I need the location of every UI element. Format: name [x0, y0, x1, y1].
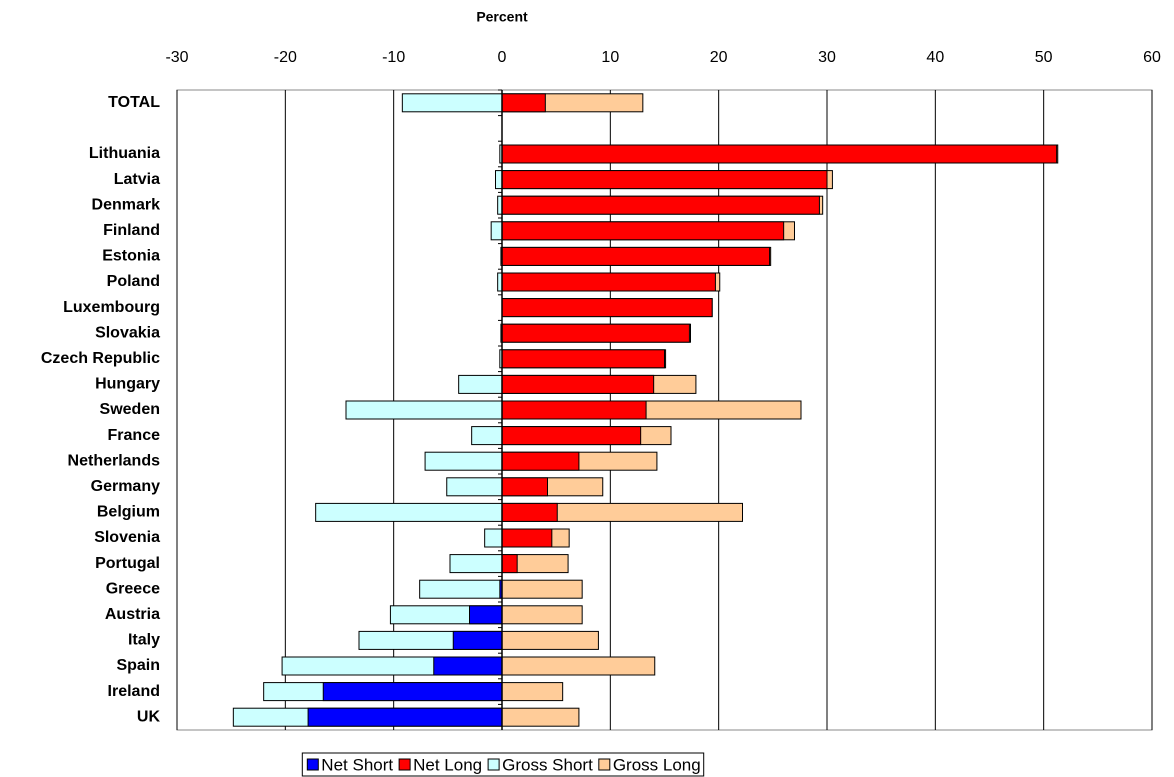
category-label: UK [137, 708, 161, 725]
category-label: Czech Republic [41, 350, 160, 367]
x-tick-label: 20 [710, 49, 728, 66]
bar [501, 426, 642, 446]
bar [345, 400, 503, 420]
x-tick-label: 10 [601, 49, 619, 66]
category-label: Lithuania [89, 145, 160, 162]
x-tick-label: 60 [1143, 49, 1161, 66]
category-label: Hungary [95, 376, 160, 393]
category-label: Germany [91, 478, 160, 495]
bar [501, 272, 716, 292]
bar [501, 400, 647, 420]
bar [501, 298, 713, 318]
legend: Net Short Net Long Gross Short Gross Long [301, 752, 705, 777]
bar [501, 170, 828, 190]
bar [471, 426, 503, 446]
bar [401, 93, 503, 113]
category-label: Slovenia [94, 529, 160, 546]
category-label: Denmark [92, 196, 161, 213]
bar [315, 502, 503, 522]
x-tick-label: 40 [926, 49, 944, 66]
category-label: TOTAL [108, 94, 160, 111]
bar [446, 477, 503, 497]
bar [501, 246, 771, 266]
category-label: Netherlands [68, 452, 161, 469]
bar [495, 170, 503, 190]
category-label: Belgium [97, 504, 160, 521]
category-label: Ireland [108, 683, 160, 700]
bar [424, 451, 503, 471]
bar [501, 349, 665, 369]
bar [501, 221, 785, 241]
category-label: Greece [106, 580, 160, 597]
bar [458, 374, 503, 394]
category-label: France [108, 427, 161, 444]
x-tick-label: 0 [498, 49, 507, 66]
bar [484, 528, 503, 548]
category-label: Austria [105, 606, 160, 623]
x-tick-label: -10 [382, 49, 405, 66]
legend-swatch [487, 758, 500, 771]
bar [501, 451, 580, 471]
bar [501, 477, 548, 497]
bar [501, 579, 583, 599]
bar [501, 374, 655, 394]
category-label: Estonia [102, 248, 160, 265]
legend-label: Gross Short [502, 755, 593, 774]
bar [501, 630, 599, 650]
category-label: Sweden [100, 401, 160, 418]
bar [501, 323, 690, 343]
bar [433, 656, 503, 676]
x-tick-label: -30 [165, 49, 188, 66]
bar [501, 554, 518, 574]
legend-label: Net Long [413, 755, 482, 774]
bar [501, 707, 580, 727]
bar [307, 707, 503, 727]
axis-title: Percent [476, 9, 528, 25]
category-label: Finland [103, 222, 160, 239]
category-label: Poland [107, 273, 160, 290]
bar [490, 221, 503, 241]
bar [501, 144, 1058, 164]
bar [501, 502, 558, 522]
category-label: Portugal [95, 555, 160, 572]
x-tick-label: 30 [818, 49, 836, 66]
legend-swatch [398, 758, 411, 771]
bar [419, 579, 503, 599]
x-tick-label: 50 [1035, 49, 1053, 66]
category-label: Latvia [114, 171, 160, 188]
category-label: Italy [128, 632, 160, 649]
legend-label: Gross Long [613, 755, 701, 774]
category-label: Slovakia [95, 324, 160, 341]
bar [501, 605, 583, 625]
x-tick-label: -20 [274, 49, 297, 66]
bar [501, 93, 546, 113]
bar [501, 682, 564, 702]
bar [501, 656, 656, 676]
legend-label: Net Short [321, 755, 393, 774]
bar [501, 195, 820, 215]
bar [469, 605, 503, 625]
legend-swatch [306, 758, 319, 771]
bar [322, 682, 503, 702]
bar [501, 528, 553, 548]
category-label: Luxembourg [63, 299, 160, 316]
bar [452, 630, 503, 650]
legend-swatch [598, 758, 611, 771]
category-label: Spain [116, 657, 160, 674]
bar [449, 554, 503, 574]
